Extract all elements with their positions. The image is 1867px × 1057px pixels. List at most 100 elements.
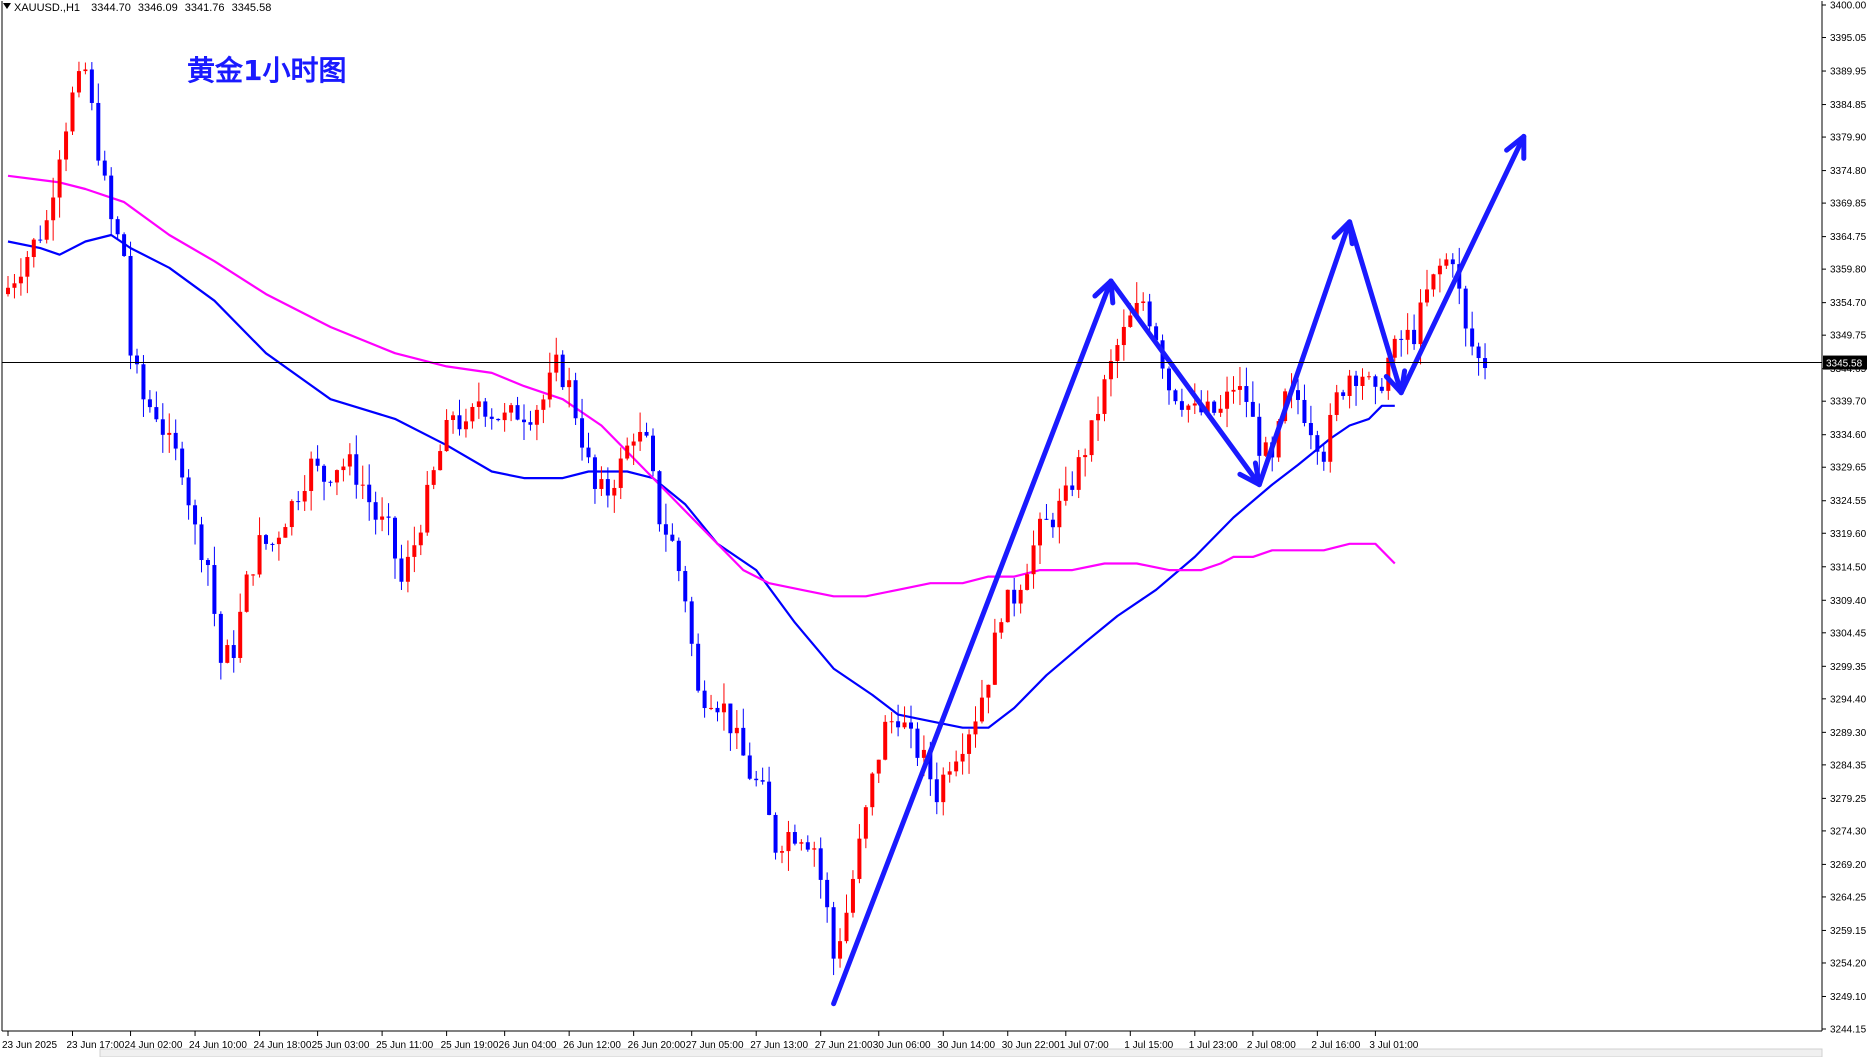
candle-bear — [792, 832, 797, 844]
candle-bear — [322, 465, 327, 482]
projection-arrow-shaft — [831, 278, 1114, 1007]
candle-bull — [64, 131, 69, 160]
time-tick-label: 24 Jun 02:00 — [125, 1040, 183, 1051]
time-tick-label: 30 Jun 22:00 — [1002, 1040, 1060, 1051]
candle-bull — [1225, 391, 1230, 409]
candle-bear — [328, 481, 333, 483]
candle-bull — [360, 484, 365, 486]
candle-bear — [147, 399, 152, 408]
candle-bull — [44, 220, 49, 240]
candle-bull — [418, 532, 423, 546]
price-tick-label: 3269.20 — [1830, 860, 1867, 871]
candle-bear — [818, 848, 823, 880]
candle-bear — [186, 477, 191, 506]
candle-bull — [973, 721, 978, 735]
candle-bull — [734, 727, 739, 734]
time-tick-label: 25 Jun 11:00 — [376, 1040, 434, 1051]
candle-bull — [347, 454, 352, 467]
candle-bull — [1386, 357, 1391, 391]
candle-bear — [483, 401, 488, 417]
candle-bull — [1005, 589, 1010, 623]
candle-bull — [18, 276, 23, 284]
candle-bull — [1425, 289, 1429, 303]
price-tick-label: 3259.15 — [1830, 926, 1867, 937]
candle-bull — [476, 401, 481, 407]
candle-bear — [580, 418, 585, 448]
price-tick-label: 3264.25 — [1830, 892, 1867, 903]
candle-bear — [489, 416, 494, 419]
current-price-tag — [1823, 355, 1867, 370]
candle-bull — [786, 832, 791, 852]
price-tick-label: 3344.65 — [1830, 364, 1867, 375]
candle-bull — [1057, 500, 1062, 528]
candle-bear — [270, 543, 275, 545]
candle-bear — [1373, 376, 1378, 387]
candle-bull — [225, 645, 230, 663]
candle-bear — [1147, 301, 1152, 327]
candle-bear — [115, 219, 120, 235]
price-tick-label: 3329.65 — [1830, 463, 1867, 474]
candle-bear — [928, 749, 933, 780]
candle-bear — [715, 707, 720, 713]
price-tick-label: 3389.95 — [1830, 67, 1867, 78]
candle-bull — [1444, 259, 1449, 266]
candle-bear — [1321, 451, 1326, 462]
candle-bull — [1186, 405, 1191, 410]
candle-bear — [393, 517, 397, 559]
candle-bull — [463, 421, 468, 430]
candle-bull — [25, 257, 30, 277]
candle-bear — [831, 907, 836, 959]
candle-bull — [992, 632, 997, 685]
chart-menu-triangle-icon[interactable] — [3, 3, 11, 9]
candle-bull — [470, 406, 475, 422]
chart-scrollbar[interactable] — [99, 1048, 1823, 1057]
candle-bear — [696, 643, 701, 691]
candle-bear — [515, 405, 520, 420]
price-tick-label: 3354.70 — [1830, 298, 1867, 309]
candle-bull — [1276, 421, 1281, 458]
candle-bull — [76, 71, 81, 93]
candle-bull — [541, 399, 546, 410]
price-tick-label: 3324.55 — [1830, 496, 1867, 507]
price-tick-label: 3244.15 — [1830, 1025, 1867, 1036]
candle-bull — [631, 441, 636, 446]
time-tick-label: 24 Jun 18:00 — [254, 1040, 312, 1051]
candle-bull — [567, 380, 572, 388]
price-tick-label: 3289.30 — [1830, 728, 1867, 739]
candle-bull — [1089, 420, 1094, 456]
candle-bear — [644, 431, 649, 436]
candle-bear — [1379, 386, 1384, 391]
candle-bull — [850, 878, 855, 913]
candle-bull — [1134, 302, 1139, 316]
candle-bull — [625, 445, 630, 459]
candle-bear — [1412, 329, 1417, 345]
candle-bear — [760, 780, 765, 782]
candle-bull — [57, 159, 62, 198]
candle-bull — [425, 484, 430, 533]
candle-bear — [1302, 399, 1307, 424]
candle-bear — [592, 457, 597, 489]
candle-bull — [638, 431, 643, 442]
candle-bull — [876, 759, 881, 774]
candle-bull — [1237, 386, 1242, 390]
candle-bear — [1012, 589, 1017, 604]
candle-bull — [405, 556, 410, 582]
projection-arrow-shaft — [1256, 219, 1353, 488]
candle-bull — [921, 749, 926, 758]
candle-bull — [12, 283, 17, 288]
candle-bear — [135, 355, 139, 365]
time-tick-label: 1 Jul 23:00 — [1189, 1040, 1238, 1051]
candle-bull — [857, 838, 862, 879]
time-tick-label: 1 Jul 07:00 — [1060, 1040, 1109, 1051]
candle-bear — [399, 558, 404, 582]
time-tick-label: 27 Jun 05:00 — [686, 1040, 744, 1051]
price-tick-label: 3299.35 — [1830, 662, 1867, 673]
candle-bull — [812, 848, 817, 850]
candle-bear — [354, 454, 359, 485]
candle-bull — [438, 451, 443, 471]
candle-bear — [573, 380, 578, 419]
candle-bear — [1476, 346, 1481, 359]
candle-bull — [1025, 574, 1030, 590]
